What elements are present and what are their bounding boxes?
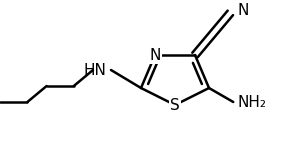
Text: N: N [149, 48, 161, 62]
Text: HN: HN [83, 62, 106, 78]
Text: NH₂: NH₂ [237, 95, 266, 110]
Text: S: S [170, 98, 180, 112]
Text: N: N [237, 3, 249, 18]
